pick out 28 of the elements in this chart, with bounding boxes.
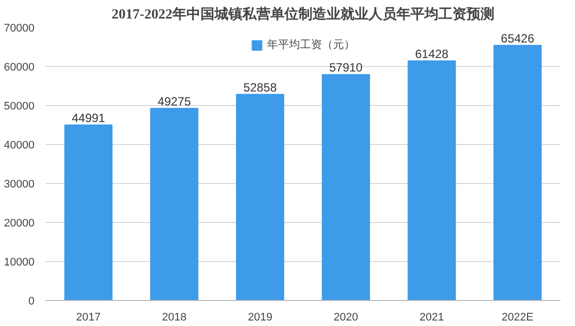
bar xyxy=(408,60,456,300)
bar xyxy=(322,74,370,300)
chart-title: 2017-2022年中国城镇私营单位制造业就业人员年平均工资预测 xyxy=(112,6,494,22)
data-label: 61428 xyxy=(415,46,449,61)
y-tick-label: 40000 xyxy=(4,140,35,152)
data-label: 57910 xyxy=(329,60,363,75)
y-tick-label: 10000 xyxy=(4,256,35,268)
y-tick-label: 50000 xyxy=(4,100,35,112)
data-label: 44991 xyxy=(72,111,106,126)
y-tick-label: 60000 xyxy=(4,62,35,74)
x-tick-label: 2022E xyxy=(502,312,534,324)
data-label: 52858 xyxy=(243,80,278,94)
data-label: 49275 xyxy=(158,94,192,108)
x-tick-label: 2019 xyxy=(248,312,272,324)
bar xyxy=(64,124,113,300)
x-tick-label: 2020 xyxy=(334,312,358,324)
y-tick-label: 0 xyxy=(28,296,35,308)
y-tick-label: 70000 xyxy=(4,22,35,34)
bar xyxy=(150,108,198,300)
y-tick-label: 20000 xyxy=(4,218,35,230)
x-tick-label: 2018 xyxy=(162,312,186,324)
data-label: 65426 xyxy=(500,31,535,46)
bar xyxy=(236,94,284,300)
y-tick-label: 30000 xyxy=(4,178,35,190)
x-tick-label: 2021 xyxy=(420,312,444,324)
x-tick-label: 2017 xyxy=(76,312,101,324)
legend-label: 年平均工资（元） xyxy=(267,38,355,52)
bar xyxy=(493,44,542,300)
